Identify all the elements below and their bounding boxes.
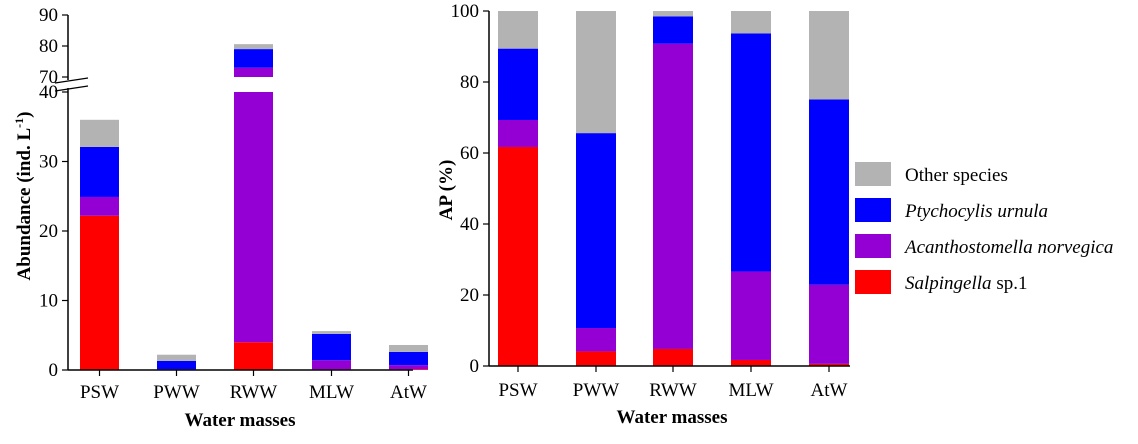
abundance-x-tick-label: RWW bbox=[230, 382, 278, 403]
abundance-y-tick-label: 80 bbox=[39, 36, 58, 57]
ap-bar-psw-ptychocylis-urnula bbox=[498, 48, 538, 120]
legend-label-acanthostomella-norvegica: Acanthostomella norvegica bbox=[903, 237, 1113, 258]
ap-chart: 0 20 40 60 80 100 PSW PWW RWW MLW AtW Water masse… bbox=[436, 1, 850, 428]
abundance-y-axis-title: Abundance (ind. L-1) bbox=[12, 112, 35, 281]
legend-swatch-salpingella-sp-1 bbox=[855, 270, 891, 294]
ap-bar-psw-salpingella-sp-1 bbox=[498, 146, 538, 366]
abundance-bar-pww-ptychocylis-urnula bbox=[157, 360, 196, 370]
abundance-bar-psw-other-species bbox=[80, 119, 119, 147]
abundance-bar-atw-other-species bbox=[389, 344, 428, 352]
legend-swatch-other-species bbox=[855, 162, 891, 186]
abundance-y-tick-label: 0 bbox=[49, 360, 59, 381]
abundance-bars bbox=[80, 44, 428, 370]
abundance-bar-mlw-ptychocylis-urnula bbox=[312, 333, 351, 361]
abundance-bar-pww-other-species bbox=[157, 354, 196, 361]
ap-x-axis-title: Water masses bbox=[617, 407, 728, 428]
ap-bar-mlw-other-species bbox=[731, 11, 771, 34]
legend: Other species Ptychocylis urnula Acanthost… bbox=[855, 162, 1113, 294]
ap-y-tick-label: 40 bbox=[460, 214, 479, 235]
ap-x-tick-label: PSW bbox=[498, 380, 537, 401]
abundance-y-tick-label: 40 bbox=[39, 82, 58, 103]
abundance-y-tick-label: 10 bbox=[39, 291, 58, 312]
abundance-x-tick-label: PSW bbox=[80, 382, 119, 403]
abundance-bar-rww-salpingella-sp-1 bbox=[234, 342, 273, 370]
ap-x-tick-label: PWW bbox=[573, 380, 620, 401]
abundance-x-tick-label: PWW bbox=[153, 382, 200, 403]
abundance-bar-mlw-other-species bbox=[312, 331, 351, 334]
ap-y-axis-title: AP (%) bbox=[436, 160, 457, 221]
ap-y-tick-label: 20 bbox=[460, 285, 479, 306]
abundance-bar-mlw-acanthostomella-norvegica bbox=[312, 360, 351, 370]
abundance-bar-rww-ptychocylis-urnula bbox=[234, 49, 273, 68]
ap-y-tick-label: 0 bbox=[470, 356, 480, 377]
ap-x-tick-label: RWW bbox=[649, 380, 697, 401]
ap-bar-rww-acanthostomella-norvegica bbox=[653, 43, 693, 349]
ap-bar-pww-other-species bbox=[576, 11, 616, 134]
ap-bar-psw-other-species bbox=[498, 11, 538, 49]
abundance-y-tick-label: 70 bbox=[39, 67, 58, 88]
ap-bar-mlw-acanthostomella-norvegica bbox=[731, 271, 771, 360]
abundance-x-ticks: PSW PWW RWW MLW AtW bbox=[80, 370, 427, 403]
axis-break-mark-lower bbox=[54, 85, 89, 92]
abundance-bar-psw-salpingella-sp-1 bbox=[80, 215, 119, 370]
abundance-x-tick-label: AtW bbox=[390, 382, 427, 403]
ap-x-tick-label: MLW bbox=[728, 380, 773, 401]
ap-x-tick-label: AtW bbox=[811, 380, 848, 401]
ap-bars bbox=[498, 11, 849, 366]
abundance-y-tick-label: 90 bbox=[39, 5, 58, 26]
abundance-y-tick-label: 30 bbox=[39, 152, 58, 173]
abundance-bar-psw-ptychocylis-urnula bbox=[80, 146, 119, 197]
ap-bar-rww-salpingella-sp-1 bbox=[653, 348, 693, 366]
ap-y-tick-label: 100 bbox=[451, 1, 480, 22]
ap-bar-atw-ptychocylis-urnula bbox=[809, 99, 849, 285]
ap-bar-mlw-ptychocylis-urnula bbox=[731, 33, 771, 272]
abundance-bar-atw-acanthostomella-norvegica bbox=[389, 365, 428, 370]
abundance-bar-rww-other-species bbox=[234, 44, 273, 50]
ap-bar-rww-other-species bbox=[653, 11, 693, 17]
abundance-x-tick-label: MLW bbox=[309, 382, 354, 403]
ap-bar-pww-acanthostomella-norvegica bbox=[576, 328, 616, 352]
abundance-x-axis-title: Water masses bbox=[185, 410, 296, 431]
ap-y-ticks: 0 20 40 60 80 100 bbox=[451, 1, 489, 377]
legend-swatch-acanthostomella-norvegica bbox=[855, 234, 891, 258]
legend-swatch-ptychocylis-urnula bbox=[855, 198, 891, 222]
ap-bar-atw-acanthostomella-norvegica bbox=[809, 284, 849, 364]
ap-x-ticks: PSW PWW RWW MLW AtW bbox=[498, 366, 848, 401]
ap-bar-psw-acanthostomella-norvegica bbox=[498, 119, 538, 147]
ap-y-tick-label: 60 bbox=[460, 143, 479, 164]
ap-bar-atw-salpingella-sp-1 bbox=[809, 363, 849, 366]
ap-bar-mlw-salpingella-sp-1 bbox=[731, 359, 771, 366]
ap-bar-rww-ptychocylis-urnula bbox=[653, 16, 693, 44]
legend-label-salpingella-sp-1: Salpingella sp.1 bbox=[905, 273, 1027, 294]
legend-label-ptychocylis-urnula: Ptychocylis urnula bbox=[904, 201, 1048, 222]
abundance-bar-psw-acanthostomella-norvegica bbox=[80, 196, 119, 216]
ap-bar-pww-salpingella-sp-1 bbox=[576, 351, 616, 366]
ap-bar-pww-ptychocylis-urnula bbox=[576, 133, 616, 329]
legend-label-other-species: Other species bbox=[905, 165, 1008, 186]
axis-break-mark-upper bbox=[54, 77, 89, 84]
abundance-bar-atw-ptychocylis-urnula bbox=[389, 351, 428, 366]
ap-bar-atw-other-species bbox=[809, 11, 849, 100]
ap-y-tick-label: 80 bbox=[460, 72, 479, 93]
abundance-bar-rww-acanthostomella-norvegica bbox=[234, 67, 273, 77]
abundance-y-tick-label: 20 bbox=[39, 221, 58, 242]
abundance-bar-rww-acanthostomella-norvegica bbox=[234, 92, 273, 343]
